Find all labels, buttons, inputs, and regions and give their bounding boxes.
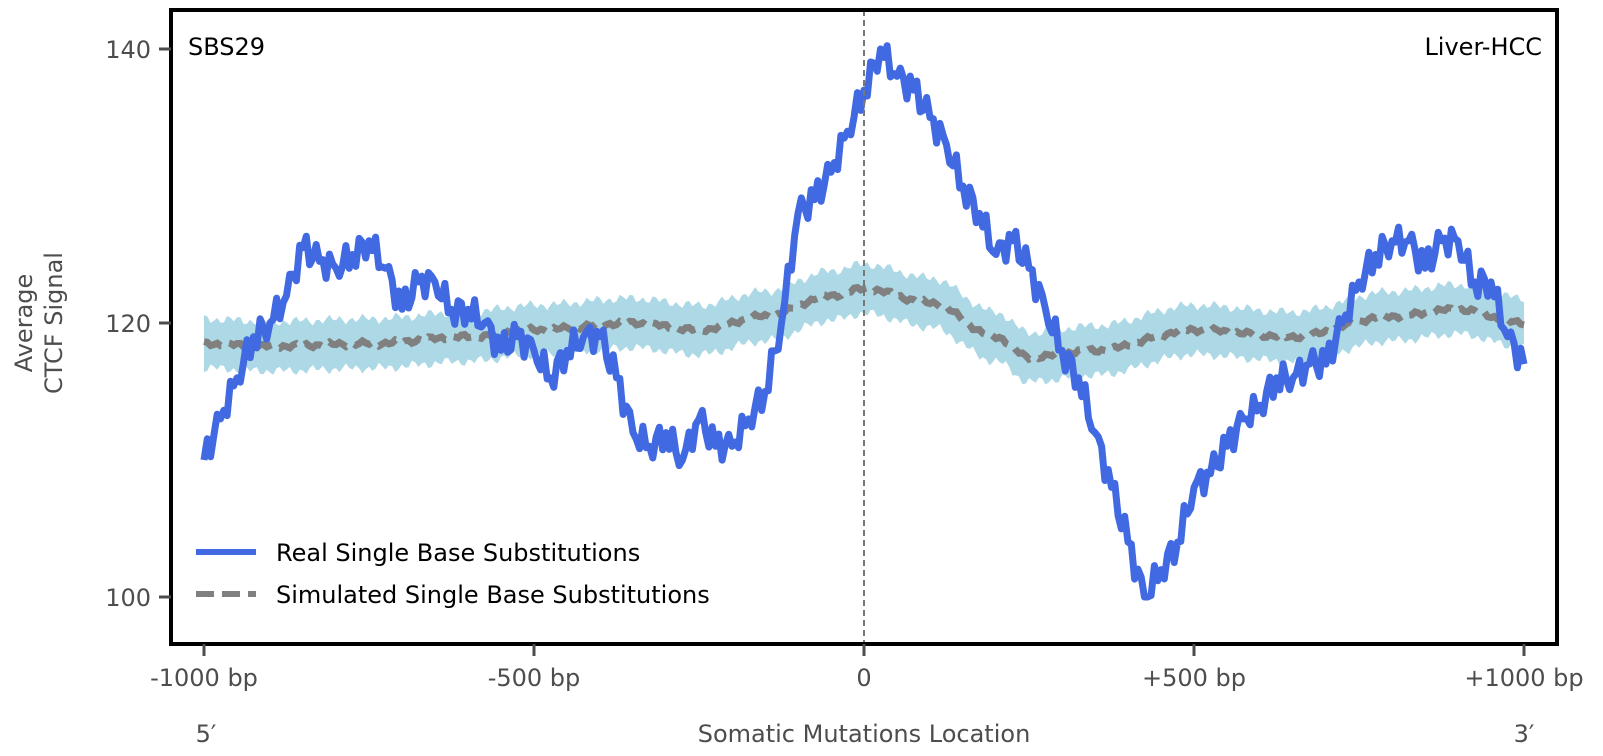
simulated-series-line — [203, 283, 1525, 364]
x-tick-label: +1000 bp — [1464, 664, 1583, 692]
simulated-line-layer — [203, 283, 1525, 364]
three-prime-label: 3′ — [1514, 720, 1535, 748]
axis-ticks: -1000 bp -500 bp 0 +500 bp +1000 bp 100 120 140 — [105, 36, 1583, 692]
signature-label: SBS29 — [188, 33, 265, 61]
y-tick-label: 140 — [105, 36, 151, 64]
x-tick-label: +500 bp — [1142, 664, 1246, 692]
y-axis-label-line2: CTCF Signal — [40, 252, 68, 394]
x-tick-label: 0 — [856, 664, 871, 692]
legend-simulated-label: Simulated Single Base Substitutions — [276, 581, 710, 609]
cancer-type-label: Liver-HCC — [1424, 33, 1542, 61]
legend: Real Single Base Substitutions Simulated… — [196, 539, 710, 609]
y-tick-label: 120 — [105, 310, 151, 338]
x-tick-label: -500 bp — [488, 664, 581, 692]
five-prime-label: 5′ — [196, 720, 217, 748]
y-axis-label-line1: Average — [10, 274, 38, 373]
y-tick-label: 100 — [105, 584, 151, 612]
legend-real-label: Real Single Base Substitutions — [276, 539, 640, 567]
x-tick-label: -1000 bp — [150, 664, 258, 692]
x-axis-label: Somatic Mutations Location — [698, 720, 1031, 748]
